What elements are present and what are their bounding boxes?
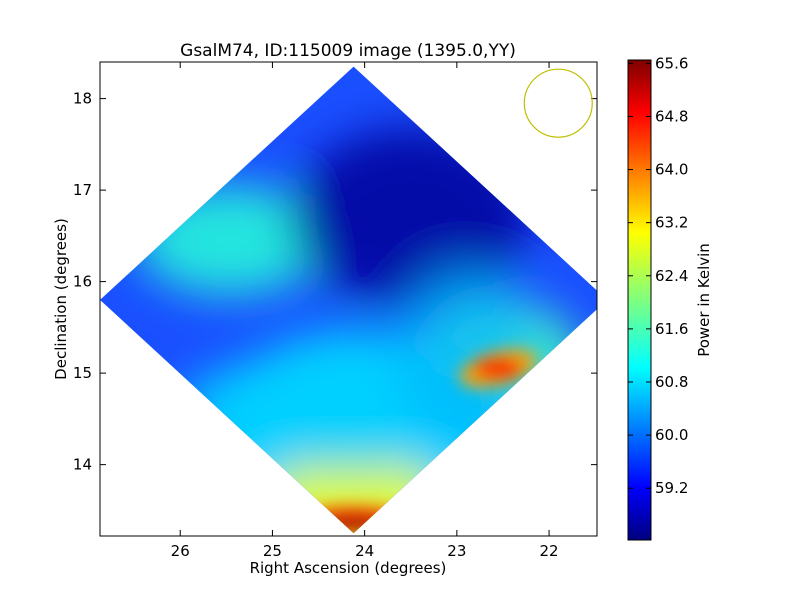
colorbar-tick-label: 65.6 <box>655 54 688 72</box>
y-tick-label: 18 <box>73 90 92 108</box>
colorbar-tick-label: 62.4 <box>655 267 688 285</box>
x-tick-label: 24 <box>355 542 374 560</box>
colorbar-tick-label: 60.0 <box>655 426 688 444</box>
colorbar-tick-label: 60.8 <box>655 373 688 391</box>
colorbar-tick-label: 63.2 <box>655 214 688 232</box>
plot-frame <box>99 61 598 537</box>
x-axis-label: Right Ascension (degrees) <box>250 559 447 577</box>
x-tick-label: 25 <box>263 542 282 560</box>
colorbar-tick-label: 64.0 <box>655 161 688 179</box>
y-tick-label: 16 <box>73 273 92 291</box>
chart-title: GsalM74, ID:115009 image (1395.0,YY) <box>180 41 516 61</box>
heatmap-image <box>100 66 597 534</box>
colorbar-tick-label: 61.6 <box>655 320 688 338</box>
colorbar-ticks: 59.2 60.0 60.8 61.6 62.4 63.2 64.0 64.8 65.6 <box>628 54 688 497</box>
x-axis: 26 25 24 23 22 <box>171 62 559 560</box>
colorbar-tick-label: 59.2 <box>655 479 688 497</box>
heatmap-hotspot <box>474 358 523 379</box>
y-tick-label: 17 <box>73 181 92 199</box>
colorbar-gradient <box>627 59 652 541</box>
y-axis: 14 15 16 17 18 <box>73 90 597 474</box>
heatmap-area <box>100 66 597 534</box>
heatmap-hotspot <box>318 515 389 532</box>
colorbar-tick-label: 64.8 <box>655 107 688 125</box>
colorbar-label: Power in Kelvin <box>695 243 713 357</box>
y-axis-label: Declination (degrees) <box>52 218 70 380</box>
beam-circle <box>523 68 593 138</box>
y-tick-label: 14 <box>73 456 92 474</box>
colorbar: 59.2 60.0 60.8 61.6 62.4 63.2 64.0 64.8 65.6 Pow… <box>627 54 713 541</box>
x-tick-label: 26 <box>171 542 190 560</box>
y-tick-label: 15 <box>73 364 92 382</box>
x-tick-label: 22 <box>540 542 559 560</box>
x-tick-label: 23 <box>447 542 466 560</box>
